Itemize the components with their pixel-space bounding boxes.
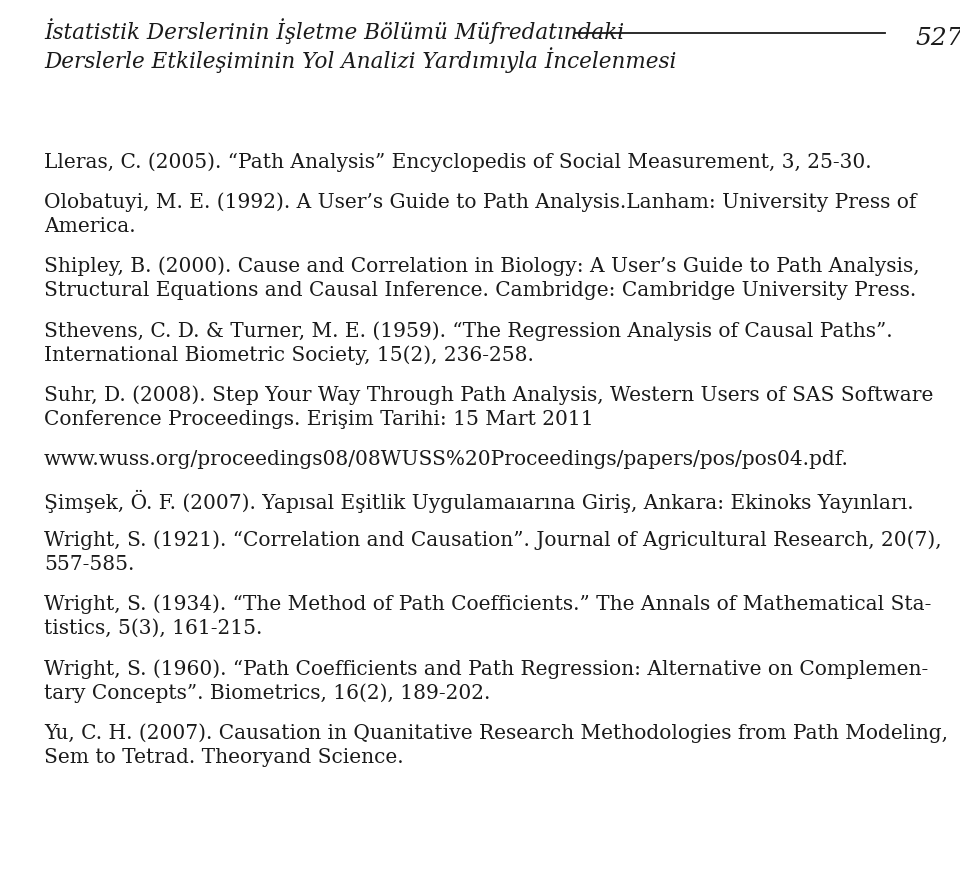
Text: Suhr, D. (2008). Step Your Way Through Path Analysis, Western Users of SAS Softw: Suhr, D. (2008). Step Your Way Through P…: [44, 385, 933, 405]
Text: Sthevens, C. D. & Turner, M. E. (1959). “The Regression Analysis of Causal Paths: Sthevens, C. D. & Turner, M. E. (1959). …: [44, 321, 893, 340]
Text: tary Concepts”. Biometrics, 16(2), 189-202.: tary Concepts”. Biometrics, 16(2), 189-2…: [44, 683, 491, 703]
Text: Olobatuyi, M. E. (1992). A User’s Guide to Path Analysis.Lanham: University Pres: Olobatuyi, M. E. (1992). A User’s Guide …: [44, 191, 917, 212]
Text: Şimşek, Ö. F. (2007). Yapısal Eşitlik Uygulamaıarına Giriş, Ankara: Ekinoks Yayı: Şimşek, Ö. F. (2007). Yapısal Eşitlik Uy…: [44, 489, 914, 513]
Text: Shipley, B. (2000). Cause and Correlation in Biology: A User’s Guide to Path Ana: Shipley, B. (2000). Cause and Correlatio…: [44, 256, 920, 276]
Text: 527: 527: [915, 27, 960, 50]
Text: tistics, 5(3), 161-215.: tistics, 5(3), 161-215.: [44, 618, 262, 637]
Text: www.wuss.org/proceedings08/08WUSS%20Proceedings/papers/pos/pos04.pdf.: www.wuss.org/proceedings08/08WUSS%20Proc…: [44, 449, 849, 469]
Text: İstatistik Derslerinin İşletme Bölümü Müfredatındaki: İstatistik Derslerinin İşletme Bölümü Mü…: [44, 18, 624, 43]
Text: International Biometric Society, 15(2), 236-258.: International Biometric Society, 15(2), …: [44, 346, 534, 365]
Text: Conference Proceedings. Erişim Tarihi: 15 Mart 2011: Conference Proceedings. Erişim Tarihi: 1…: [44, 409, 593, 429]
Text: Yu, C. H. (2007). Causation in Quanitative Research Methodologies from Path Mode: Yu, C. H. (2007). Causation in Quanitati…: [44, 723, 948, 742]
Text: America.: America.: [44, 216, 135, 236]
Text: Wright, S. (1960). “Path Coefficients and Path Regression: Alternative on Comple: Wright, S. (1960). “Path Coefficients an…: [44, 658, 928, 678]
Text: 557-585.: 557-585.: [44, 554, 134, 573]
Text: Lleras, C. (2005). “Path Analysis” Encyclopedis of Social Measurement, 3, 25-30.: Lleras, C. (2005). “Path Analysis” Encyc…: [44, 152, 872, 172]
Text: Derslerle Etkileşiminin Yol Analizi Yardımıyla İncelenmesi: Derslerle Etkileşiminin Yol Analizi Yard…: [44, 48, 677, 74]
Text: Wright, S. (1921). “Correlation and Causation”. Journal of Agricultural Research: Wright, S. (1921). “Correlation and Caus…: [44, 530, 942, 549]
Text: Structural Equations and Causal Inference. Cambridge: Cambridge University Press: Structural Equations and Causal Inferenc…: [44, 281, 916, 299]
Text: Wright, S. (1934). “The Method of Path Coefficients.” The Annals of Mathematical: Wright, S. (1934). “The Method of Path C…: [44, 594, 931, 613]
Text: Sem to Tetrad. Theoryand Science.: Sem to Tetrad. Theoryand Science.: [44, 747, 403, 766]
